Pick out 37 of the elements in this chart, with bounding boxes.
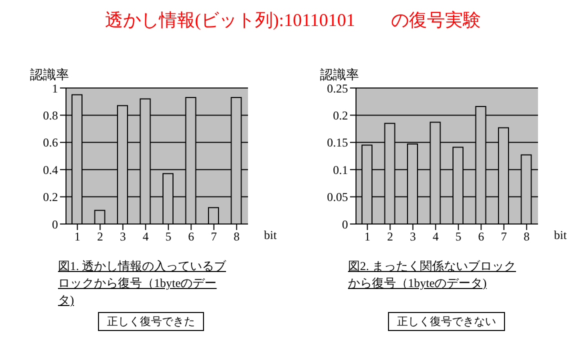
x-tick-label: 2 — [97, 230, 104, 244]
y-tick-label: 0.8 — [43, 108, 58, 122]
x-tick-label: 8 — [524, 230, 530, 244]
x-axis-title: bit — [554, 228, 567, 243]
y-tick-label: 0.1 — [333, 162, 348, 177]
x-tick-label: 7 — [500, 230, 507, 244]
y-axis-title: 認識率 — [320, 66, 359, 84]
y-tick-label: 0 — [342, 217, 348, 232]
x-tick-label: 4 — [142, 230, 149, 244]
x-tick-label: 7 — [210, 230, 217, 244]
y-tick-label: 1 — [52, 81, 58, 96]
caption: 図1. 透かし情報の入っているブロックから復号（1byteのデータ) — [58, 258, 227, 309]
x-tick-label: 4 — [432, 230, 439, 244]
y-tick-label: 0 — [52, 217, 58, 232]
x-tick-label: 6 — [478, 230, 484, 244]
text: 正しく復号できた — [98, 312, 204, 331]
y-tick-label: 0.05 — [327, 190, 348, 204]
y-tick-label: 0.15 — [327, 136, 348, 150]
y-tick-label: 0.2 — [333, 108, 348, 122]
x-tick-label: 5 — [455, 230, 462, 244]
x-tick-label: 6 — [188, 230, 194, 244]
x-tick-label: 2 — [387, 230, 394, 244]
x-axis-title: bit — [264, 228, 277, 243]
x-tick-label: 5 — [165, 230, 172, 244]
x-tick-label: 3 — [410, 230, 416, 244]
y-tick-label: 0.2 — [43, 190, 58, 204]
x-tick-label: 8 — [234, 230, 240, 244]
x-tick-label: 1 — [364, 230, 370, 244]
text: 正しく復号できない — [388, 312, 505, 331]
text: 透かし情報(ビット列):10110101 の復号実験 — [104, 9, 482, 32]
y-tick-label: 0.6 — [43, 136, 58, 150]
x-tick-label: 3 — [120, 230, 126, 244]
caption: 図2. まったく関係ないブロックから復号（1byteのデータ) — [348, 258, 517, 292]
y-tick-label: 0.4 — [43, 162, 58, 177]
y-tick-label: 0.25 — [327, 81, 348, 96]
x-tick-label: 1 — [74, 230, 80, 244]
y-axis-title: 認識率 — [30, 66, 69, 84]
